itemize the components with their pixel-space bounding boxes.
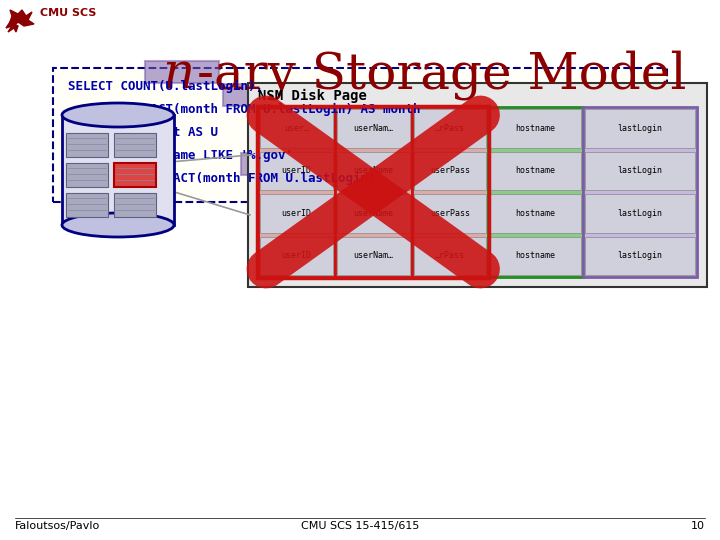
Text: FROM useracct AS U: FROM useracct AS U	[68, 126, 218, 139]
Text: hostname: hostname	[516, 251, 556, 260]
FancyBboxPatch shape	[53, 68, 667, 202]
Text: userID: userID	[282, 251, 312, 260]
FancyBboxPatch shape	[412, 107, 488, 277]
Text: userPass: userPass	[430, 209, 470, 218]
Text: -ary Storage Model: -ary Storage Model	[197, 50, 686, 100]
Text: Faloutsos/Pavlo: Faloutsos/Pavlo	[15, 521, 100, 531]
FancyBboxPatch shape	[490, 237, 581, 275]
Text: CMU SCS 15-415/615: CMU SCS 15-415/615	[301, 521, 419, 531]
FancyBboxPatch shape	[109, 130, 171, 152]
FancyBboxPatch shape	[260, 237, 333, 275]
FancyBboxPatch shape	[585, 109, 695, 147]
Text: n: n	[163, 50, 195, 99]
Text: lastLogin: lastLogin	[618, 166, 662, 176]
Text: 10: 10	[691, 521, 705, 531]
Text: userName: userName	[354, 209, 393, 218]
Text: userName: userName	[354, 166, 393, 176]
FancyBboxPatch shape	[414, 109, 487, 147]
FancyBboxPatch shape	[488, 107, 583, 277]
FancyBboxPatch shape	[241, 153, 315, 175]
FancyBboxPatch shape	[66, 163, 108, 187]
Text: EXTRACT(month FROM U.lastLogin) AS month: EXTRACT(month FROM U.lastLogin) AS month	[68, 103, 420, 116]
FancyBboxPatch shape	[585, 194, 695, 233]
Text: GROUP BY EXTRACT(month FROM U.lastLogin): GROUP BY EXTRACT(month FROM U.lastLogin)	[68, 172, 376, 185]
Text: WHERE U.hostname LIKE '%.gov': WHERE U.hostname LIKE '%.gov'	[68, 149, 293, 162]
FancyBboxPatch shape	[585, 152, 695, 190]
Text: userID: userID	[282, 209, 312, 218]
FancyBboxPatch shape	[337, 237, 410, 275]
FancyBboxPatch shape	[337, 194, 410, 233]
FancyBboxPatch shape	[585, 237, 695, 275]
FancyBboxPatch shape	[490, 194, 581, 233]
Text: …rPass: …rPass	[435, 124, 465, 133]
Polygon shape	[6, 22, 18, 32]
Text: hostname: hostname	[516, 166, 556, 176]
FancyBboxPatch shape	[337, 152, 410, 190]
Text: lastLogin: lastLogin	[618, 209, 662, 218]
Text: hostname: hostname	[516, 209, 556, 218]
FancyBboxPatch shape	[414, 237, 487, 275]
FancyBboxPatch shape	[414, 152, 487, 190]
Text: lastLogin: lastLogin	[618, 251, 662, 260]
Ellipse shape	[62, 213, 174, 237]
FancyBboxPatch shape	[414, 194, 487, 233]
Text: userNam…: userNam…	[354, 124, 393, 133]
FancyBboxPatch shape	[114, 133, 156, 157]
Text: hostname: hostname	[516, 124, 556, 133]
Text: lastLogin: lastLogin	[618, 124, 662, 133]
FancyBboxPatch shape	[114, 163, 156, 187]
FancyBboxPatch shape	[223, 84, 297, 106]
FancyBboxPatch shape	[260, 152, 333, 190]
FancyBboxPatch shape	[248, 83, 707, 287]
Text: NSM Disk Page: NSM Disk Page	[258, 89, 367, 103]
FancyBboxPatch shape	[145, 61, 219, 83]
Ellipse shape	[62, 103, 174, 127]
FancyBboxPatch shape	[260, 194, 333, 233]
FancyBboxPatch shape	[335, 107, 412, 277]
Text: userPass: userPass	[430, 166, 470, 176]
Text: SELECT COUNT(U.lastLogin),: SELECT COUNT(U.lastLogin),	[68, 80, 263, 93]
FancyBboxPatch shape	[66, 193, 108, 217]
FancyBboxPatch shape	[258, 107, 335, 277]
FancyBboxPatch shape	[260, 109, 333, 147]
FancyBboxPatch shape	[490, 152, 581, 190]
Text: user…: user…	[284, 124, 309, 133]
FancyBboxPatch shape	[583, 107, 697, 277]
FancyBboxPatch shape	[66, 133, 108, 157]
FancyBboxPatch shape	[114, 193, 156, 217]
Text: userID: userID	[282, 166, 312, 176]
Polygon shape	[62, 115, 174, 225]
Text: CMU SCS: CMU SCS	[40, 8, 96, 18]
Text: userNam…: userNam…	[354, 251, 393, 260]
FancyBboxPatch shape	[337, 109, 410, 147]
Polygon shape	[10, 10, 34, 26]
Text: …rPass: …rPass	[435, 251, 465, 260]
FancyBboxPatch shape	[490, 109, 581, 147]
